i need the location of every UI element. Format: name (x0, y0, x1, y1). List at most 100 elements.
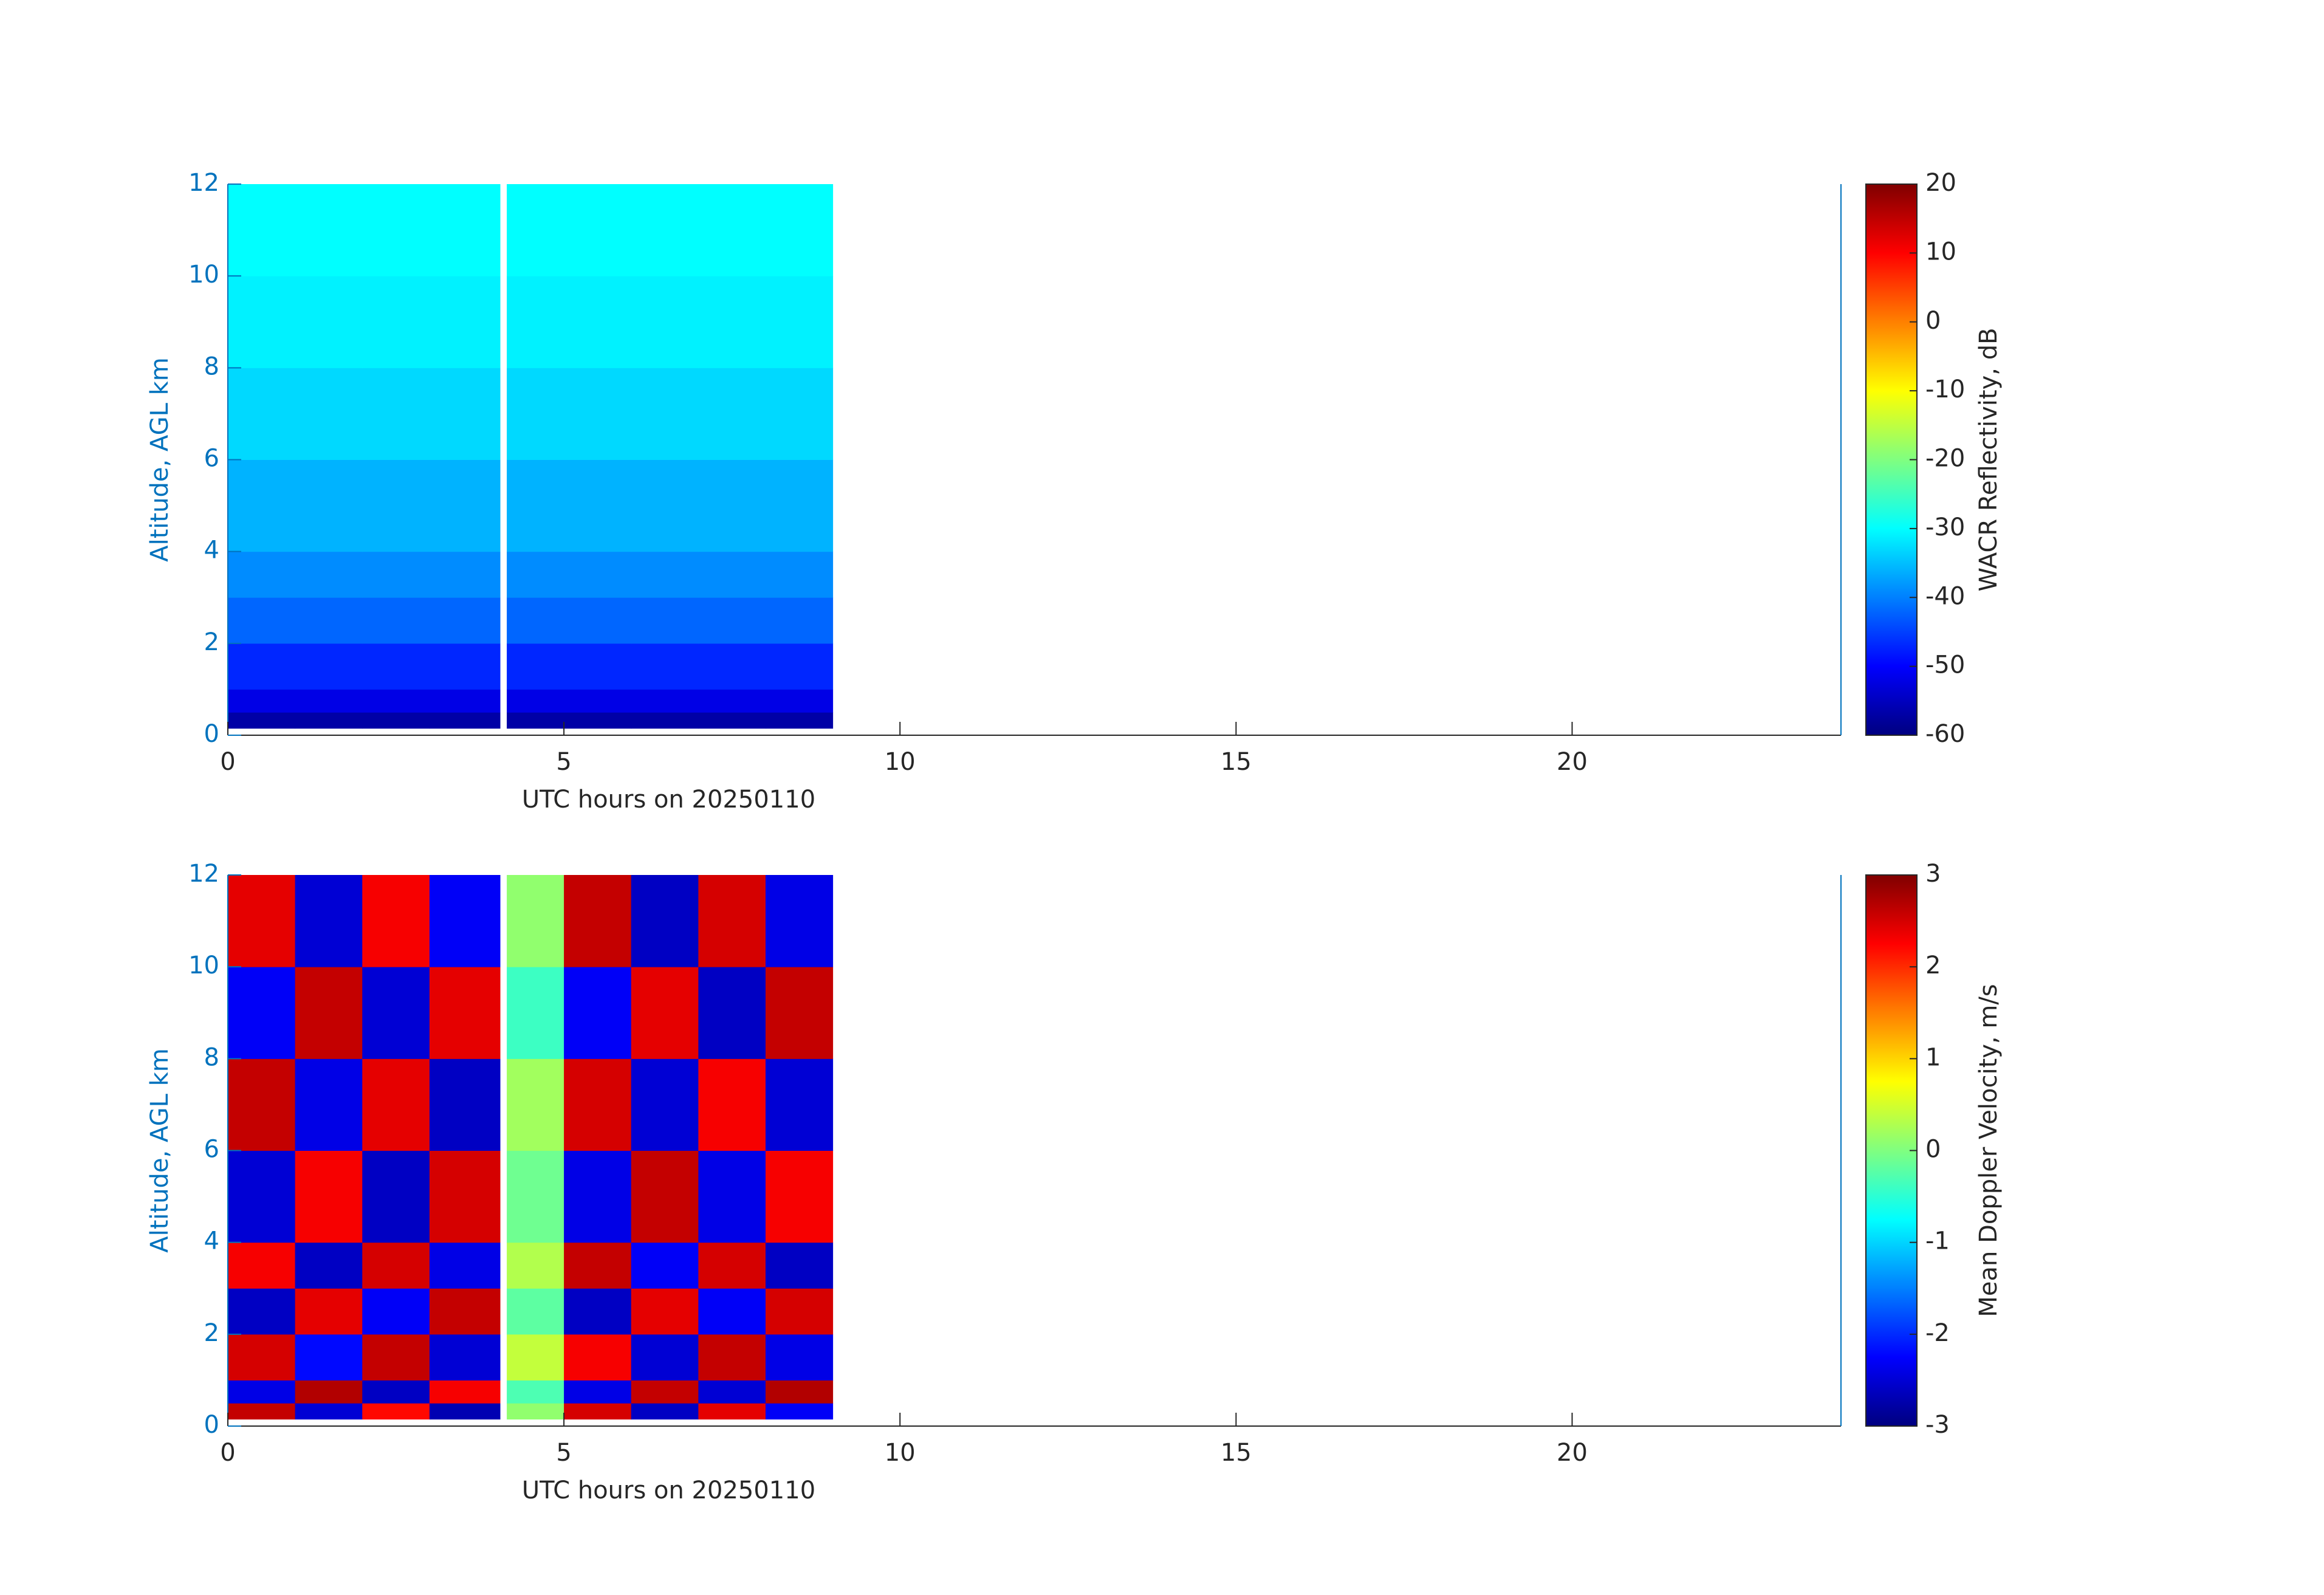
heatmap-cell (766, 1380, 834, 1404)
x-tick-label: 5 (556, 748, 571, 776)
heatmap-cell (766, 597, 834, 644)
heatmap-cell (766, 689, 834, 713)
heatmap-cell (631, 967, 699, 1059)
colorbar-tick-label: -30 (1925, 513, 1965, 541)
heatmap-cell (429, 712, 501, 729)
heatmap-cell (507, 712, 564, 729)
heatmap-cell (362, 459, 430, 552)
heatmap-cell (228, 597, 296, 644)
heatmap-cell (295, 712, 363, 729)
heatmap-cell (631, 1150, 699, 1243)
heatmap-cell (507, 368, 564, 460)
heatmap-cell (698, 1058, 766, 1151)
heatmap-cell (228, 875, 296, 967)
heatmap-cell (698, 1334, 766, 1381)
heatmap-cell (698, 1150, 766, 1243)
heatmap-cell (429, 597, 501, 644)
heatmap-cell (766, 1403, 834, 1420)
colorbar-label: WACR Reflectivity, dB (1975, 328, 2003, 591)
heatmap-cell (698, 967, 766, 1059)
heatmap-cell (564, 551, 632, 598)
colorbar-tick-label: -1 (1925, 1227, 1950, 1255)
heatmap-cell (507, 276, 564, 368)
heatmap-cell (698, 712, 766, 729)
heatmap-cell (766, 276, 834, 368)
heatmap-cell (766, 1288, 834, 1335)
colorbar-tick-label: -50 (1925, 651, 1965, 679)
heatmap-cell (564, 1288, 632, 1335)
heatmap-cell (429, 1150, 501, 1243)
heatmap-cell (362, 643, 430, 690)
heatmap-cell (295, 597, 363, 644)
heatmap-cell (429, 689, 501, 713)
colorbar-tick-label: 10 (1925, 238, 1956, 266)
heatmap-cell (295, 1058, 363, 1151)
heatmap-cell (295, 1288, 363, 1335)
heatmap-cell (564, 1242, 632, 1289)
heatmap-cell (429, 643, 501, 690)
heatmap-cell (362, 1403, 430, 1420)
heatmap-cell (228, 1334, 296, 1381)
heatmap-cell (631, 184, 699, 276)
x-tick-label: 10 (885, 1439, 916, 1467)
y-tick-label: 2 (204, 1319, 219, 1347)
heatmap-cell (631, 276, 699, 368)
x-tick-label: 5 (556, 1439, 571, 1467)
x-tick-label: 15 (1221, 1439, 1252, 1467)
heatmap-cell (362, 1334, 430, 1381)
heatmap-cell (631, 1334, 699, 1381)
heatmap-cell (228, 712, 296, 729)
x-tick-label: 20 (1557, 1439, 1588, 1467)
heatmap-cell (507, 967, 564, 1059)
heatmap-cell (564, 643, 632, 690)
heatmap-cell (295, 1380, 363, 1404)
heatmap-cell (507, 1334, 564, 1381)
y-tick-label: 8 (204, 1043, 219, 1071)
heatmap-cell (631, 875, 699, 967)
heatmap-cell (362, 1150, 430, 1243)
y-axis-label: Altitude, AGL km (146, 1048, 174, 1253)
heatmap-cell (698, 184, 766, 276)
heatmap-cell (429, 875, 501, 967)
heatmap-cell (766, 184, 834, 276)
colorbar-tick-label: 0 (1925, 1136, 1941, 1164)
y-tick-label: 12 (188, 169, 219, 197)
colorbar-tick-label: -20 (1925, 445, 1965, 473)
heatmap-cell (766, 712, 834, 729)
heatmap-cell (429, 1380, 501, 1404)
heatmap-cell (507, 184, 564, 276)
x-tick-label: 0 (220, 748, 235, 776)
heatmap-cell (507, 689, 564, 713)
heatmap-cell (295, 184, 363, 276)
y-axis-label: Altitude, AGL km (146, 357, 174, 562)
heatmap-cell (429, 1242, 501, 1289)
heatmap-cell (631, 1403, 699, 1420)
heatmap-cell (362, 597, 430, 644)
heatmap-cell (295, 643, 363, 690)
heatmap-cell (228, 551, 296, 598)
heatmap-cell (429, 459, 501, 552)
x-tick-label: 15 (1221, 748, 1252, 776)
heatmap-cell (507, 597, 564, 644)
colorbar-tick-label: -2 (1925, 1319, 1950, 1347)
heatmap-cell (631, 1058, 699, 1151)
heatmap-cell (362, 368, 430, 460)
colorbar (1865, 184, 1918, 736)
heatmap-cell (362, 276, 430, 368)
heatmap-cell (564, 368, 632, 460)
heatmap-cell (295, 967, 363, 1059)
heatmap-cell (507, 1403, 564, 1420)
heatmap-cell (631, 597, 699, 644)
heatmap-cell (631, 368, 699, 460)
heatmap-cell (507, 1288, 564, 1335)
y-tick-label: 6 (204, 445, 219, 473)
heatmap-cell (631, 689, 699, 713)
heatmap-cell (295, 551, 363, 598)
heatmap-cell (295, 368, 363, 460)
heatmap-cell (295, 1242, 363, 1289)
heatmap-cell (698, 689, 766, 713)
heatmap-cell (429, 967, 501, 1059)
heatmap-cell (564, 597, 632, 644)
heatmap-cell (228, 643, 296, 690)
heatmap-cell (698, 1403, 766, 1420)
